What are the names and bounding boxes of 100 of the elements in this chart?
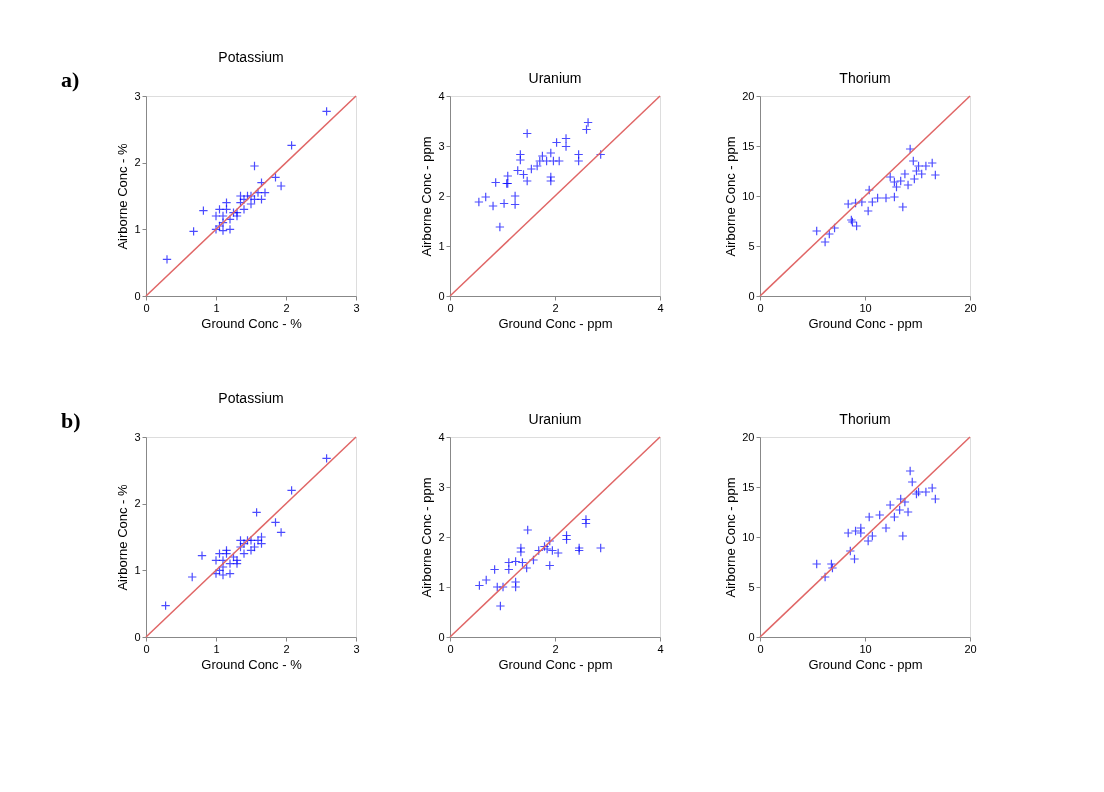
point [276,527,286,538]
point [218,225,228,236]
point [889,512,900,522]
point [510,199,520,210]
y-tick-label: 5 [748,580,755,593]
point [930,170,941,180]
point [581,518,591,529]
x-tick-label: 2 [283,301,290,314]
point [561,133,571,144]
point [927,483,937,493]
point [235,191,246,201]
point [595,543,606,553]
x-axis-title: Ground Conc - % [201,656,303,672]
point [197,550,207,561]
point [845,546,856,556]
y-tick-label: 5 [748,239,755,252]
point [510,191,520,201]
point [211,568,221,579]
point [930,494,941,504]
point [885,500,895,510]
x-tick-label: 2 [552,301,559,314]
x-axis-title: Ground Conc - ppm [498,315,613,331]
point [872,193,883,203]
y-tick-label: 0 [134,289,141,302]
y-tick-label: 1 [134,563,141,576]
point [907,477,918,487]
point [921,161,931,171]
y-tick-label: 20 [742,430,755,443]
point [546,176,556,186]
point [864,512,874,522]
point [843,199,853,209]
point [187,572,197,582]
point [534,156,545,166]
point [827,563,838,573]
point [863,206,873,216]
y-tick-label: 3 [438,139,445,152]
point [211,211,221,221]
point [829,223,840,233]
x-axis-title: Ground Conc - ppm [498,656,613,672]
point [894,505,905,515]
chart-title: Potassium [218,390,284,406]
point [488,201,498,211]
y-tick-label: 1 [438,239,445,252]
y-tick-label: 2 [438,530,445,543]
chart-title: Uranium [528,411,582,427]
point [824,229,835,239]
point [474,197,484,207]
point [921,487,931,497]
y-axis-title: Airborne Conc - ppm [723,477,739,598]
point [898,202,908,212]
chart-title: Potassium [218,49,284,65]
chart-title: Uranium [528,70,582,86]
point [510,577,521,587]
point [820,237,830,247]
point [225,568,235,579]
y-tick-label: 0 [748,630,755,643]
point [276,181,286,191]
x-tick-label: 0 [447,642,454,655]
point [516,547,526,557]
point [162,254,172,265]
y-tick-label: 0 [134,630,141,643]
point [495,601,506,611]
y-tick-label: 4 [438,89,445,102]
x-tick-label: 20 [964,642,977,655]
point [903,507,913,517]
y-tick-label: 3 [438,480,445,493]
point [532,161,542,171]
x-tick-label: 20 [964,301,977,314]
x-tick-label: 4 [657,301,664,314]
text: a) [61,67,80,92]
y-tick-label: 20 [742,89,755,102]
point [554,156,564,166]
point [881,193,891,203]
point [889,192,900,202]
point [526,164,537,174]
point [867,197,878,207]
x-tick-label: 0 [757,642,764,655]
y-tick-label: 3 [134,430,141,443]
point [515,155,526,165]
y-tick-label: 0 [438,289,445,302]
point [874,510,885,520]
point [905,144,915,154]
x-axis-title: Ground Conc - ppm [808,315,923,331]
point [225,224,235,235]
point [895,494,906,504]
y-tick-label: 3 [134,89,141,102]
x-tick-label: 2 [552,642,559,655]
point [905,466,915,476]
x-axis-title: Ground Conc - ppm [808,656,923,672]
x-tick-label: 1 [213,642,220,655]
point [909,174,920,184]
y-tick-label: 2 [438,189,445,202]
x-tick-label: 2 [283,642,290,655]
y-axis-title: Airborne Conc - ppm [723,136,739,257]
point [826,559,837,569]
y-tick-label: 4 [438,430,445,443]
point [499,198,509,209]
y-tick-label: 0 [438,630,445,643]
y-tick-label: 1 [438,580,445,593]
x-tick-label: 3 [353,642,360,655]
